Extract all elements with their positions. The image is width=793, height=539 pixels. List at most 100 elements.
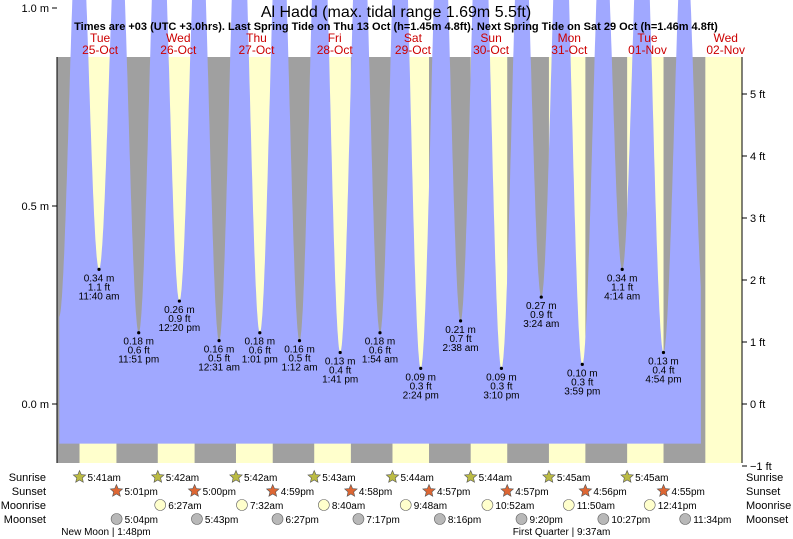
sunrise-time: 5:42am [166, 473, 199, 484]
sunrise-icon [150, 469, 165, 483]
moonset-time: 6:27pm [286, 515, 319, 526]
sunrise-icon [542, 469, 556, 483]
tide-ft-label: 0.7 ft [449, 334, 471, 345]
sunrise-time: 5:45am [635, 473, 668, 484]
tide-point [580, 362, 584, 366]
moonrise-icon [318, 499, 330, 511]
sunrise-icon [72, 469, 87, 483]
day-date: 01-Nov [628, 43, 667, 57]
tide-ft-label: 0.6 ft [128, 346, 150, 357]
tide-point [258, 331, 262, 335]
moonrise-icon [481, 499, 494, 511]
sunset-time: 4:58pm [359, 487, 392, 498]
sunset-icon [500, 483, 515, 497]
tide-ft-label: 0.9 ft [530, 310, 552, 321]
day-name: Wed [713, 31, 737, 45]
moonset-icon [191, 513, 203, 525]
moonset-icon [597, 513, 610, 525]
tide-time-label: 2:24 pm [403, 390, 439, 401]
moonset-time: 9:20pm [530, 515, 563, 526]
sunset-time: 5:00pm [203, 487, 236, 498]
tide-time-label: 1:54 am [362, 355, 398, 366]
tide-ft-label: 0.9 ft [168, 314, 190, 325]
sunset-time: 4:59pm [281, 487, 314, 498]
tide-ft-label: 0.5 ft [288, 354, 310, 365]
sunrise-icon [307, 469, 322, 483]
day-name: Tue [637, 31, 658, 45]
moonset-row-label-left: Moonset [4, 514, 46, 526]
tide-ft-label: 1.1 ft [611, 282, 633, 293]
moonrise-time: 8:40am [332, 501, 365, 512]
y-tick-label-ft: 2 ft [750, 275, 765, 287]
sunset-time: 4:57pm [515, 487, 548, 498]
moonset-icon [679, 513, 691, 525]
day-date: 29-Oct [395, 43, 432, 57]
tide-point [378, 331, 382, 335]
tide-ft-label: 0.3 ft [571, 377, 593, 388]
tide-m-label: 0.13 m [325, 357, 356, 368]
day-name: Sun [480, 31, 501, 45]
day-labels: Tue25-OctWed26-OctThu27-OctFri28-OctSat2… [82, 31, 745, 57]
tide-point [499, 366, 504, 370]
sunset-row-label-right: Sunset [746, 486, 780, 498]
tide-time-label: 11:40 am [79, 291, 120, 302]
moonrise-icon [154, 499, 167, 511]
tide-time-label: 1:01 pm [242, 355, 278, 366]
sunset-icon [265, 483, 280, 497]
moonset-icon [110, 513, 123, 525]
tide-point [539, 295, 543, 299]
tide-time-label: 4:14 am [604, 291, 640, 302]
moonrise-time: 7:32am [250, 501, 283, 512]
tide-m-label: 0.27 m [526, 301, 557, 312]
tide-point [419, 366, 423, 370]
sunrise-time: 5:44am [400, 473, 433, 484]
moonset-row-label-right: Moonset [746, 514, 788, 526]
day-date: 30-Oct [473, 43, 510, 57]
tide-m-label: 0.09 m [405, 372, 436, 383]
moonrise-row-label-right: Moonrise [746, 500, 791, 512]
moonset-time: 5:04pm [125, 515, 158, 526]
tide-time-label: 12:31 am [198, 363, 240, 374]
tide-time-label: 4:54 pm [645, 375, 681, 386]
day-date: 25-Oct [82, 43, 119, 57]
tide-time-label: 1:41 pm [322, 375, 358, 386]
moonset-time: 8:16pm [448, 515, 481, 526]
sunrise-icon [463, 469, 478, 483]
tide-m-label: 0.26 m [164, 305, 195, 316]
sunrise-row-label-left: Sunrise [9, 472, 46, 484]
day-date: 02-Nov [706, 43, 745, 57]
sunrise-time: 5:43am [322, 473, 355, 484]
tide-ft-label: 0.3 ft [410, 381, 432, 392]
tide-m-label: 0.34 m [84, 273, 115, 284]
tide-point [620, 267, 624, 271]
day-date: 27-Oct [238, 43, 275, 57]
moonset-time: 11:34pm [693, 515, 731, 526]
sunset-icon [187, 483, 202, 497]
moonset-icon [434, 513, 446, 525]
sunrise-icon [229, 469, 243, 483]
header: Al Hadd (max. tidal range 1.69m 5.5ft) T… [74, 4, 718, 33]
moonset-time: 10:27pm [611, 515, 650, 526]
tide-ft-label: 1.1 ft [88, 282, 110, 293]
y-tick-label-m: 0.5 m [21, 201, 49, 213]
y-tick-label-m: 1.0 m [21, 3, 49, 15]
sunrise-row-label-right: Sunrise [746, 472, 783, 484]
y-tick-label-ft: 3 ft [750, 213, 765, 225]
tide-ft-label: 0.6 ft [249, 346, 271, 357]
tide-ft-label: 0.3 ft [490, 381, 512, 392]
moonset-icon [352, 513, 365, 525]
sunset-time: 4:55pm [672, 487, 705, 498]
sunrise-time: 5:44am [479, 473, 512, 484]
moonrise-icon [236, 499, 248, 511]
tide-point [338, 350, 342, 355]
sunrise-icon [620, 469, 635, 483]
tide-time-label: 3:10 pm [483, 390, 519, 401]
tide-m-label: 0.18 m [245, 337, 276, 348]
moonrise-time: 9:48am [414, 501, 447, 512]
tide-time-label: 3:24 am [523, 319, 559, 330]
tide-time-label: 11:51 pm [118, 355, 159, 366]
tide-m-label: 0.13 m [648, 357, 679, 368]
tide-time-label: 2:38 am [443, 343, 479, 354]
